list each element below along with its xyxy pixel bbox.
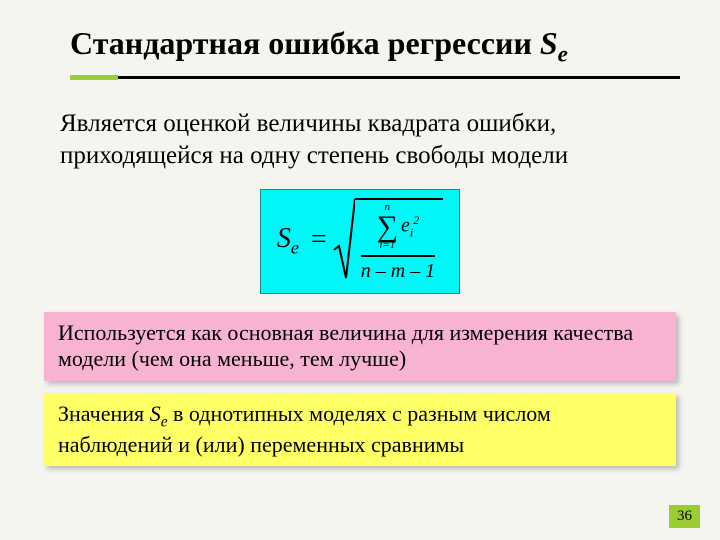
- formula-container: Se = n ∑ i=1 ei2: [0, 189, 720, 294]
- page-title: Стандартная ошибка регрессии Se: [70, 25, 680, 67]
- page-number: 36: [669, 505, 700, 528]
- summation: n ∑ i=1 ei2: [377, 202, 420, 251]
- radicand: n ∑ i=1 ei2 n – m – 1: [355, 198, 443, 283]
- formula-lhs: Se: [277, 223, 299, 259]
- yellow-sym: S: [150, 401, 161, 426]
- yellow-pre: Значения: [58, 401, 150, 426]
- sigma-icon: ∑: [377, 213, 398, 240]
- rule-accent: [70, 75, 118, 80]
- term-sup: 2: [413, 213, 419, 227]
- description-text: Является оценкой величины квадрата ошибк…: [0, 90, 720, 171]
- title-subscript: e: [558, 40, 568, 66]
- radical-sign: [333, 198, 355, 283]
- title-rule: [70, 75, 680, 80]
- formula-box: Se = n ∑ i=1 ei2: [260, 189, 460, 294]
- fraction-denominator: n – m – 1: [361, 259, 435, 283]
- yellow-sub: e: [161, 413, 168, 430]
- lhs-symbol: S: [277, 223, 291, 254]
- fraction-line: [361, 255, 435, 257]
- callout-yellow: Значения Se в однотипных моделях с разны…: [44, 393, 676, 466]
- title-area: Стандартная ошибка регрессии Se: [0, 0, 720, 90]
- callout-pink: Используется как основная величина для и…: [44, 312, 676, 381]
- title-symbol: S: [540, 25, 558, 61]
- sigma-column: n ∑ i=1: [377, 202, 398, 251]
- equals-sign: =: [311, 224, 327, 256]
- title-main: Стандартная ошибка регрессии: [70, 25, 540, 61]
- radical: n ∑ i=1 ei2 n – m – 1: [333, 198, 443, 283]
- rule-line: [118, 76, 680, 79]
- term-sub: i: [410, 225, 413, 239]
- fraction-numerator: n ∑ i=1 ei2: [373, 202, 424, 253]
- sum-lower: i=1: [379, 240, 395, 251]
- term-base: e: [401, 214, 410, 236]
- lhs-sub: e: [291, 237, 299, 257]
- sum-term: ei2: [401, 213, 419, 241]
